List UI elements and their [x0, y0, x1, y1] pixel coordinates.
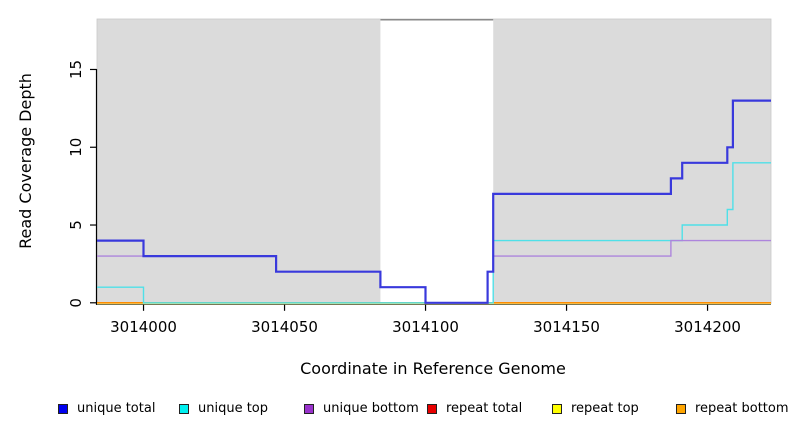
x-tick-label: 3014050 — [251, 318, 318, 336]
series-line-unique-top — [97, 162, 771, 304]
y-tick-label: 15 — [67, 60, 85, 79]
y-tick-label: 5 — [67, 220, 85, 230]
y-tick-label: 10 — [67, 138, 85, 157]
series-line-unique-total — [97, 99, 771, 304]
y-tick-label: 0 — [67, 298, 85, 308]
x-axis-title: Coordinate in Reference Genome — [300, 359, 566, 378]
uncovered-region — [380, 19, 494, 304]
y-axis-title: Read Coverage Depth — [16, 73, 35, 249]
x-tick-label: 3014100 — [392, 318, 459, 336]
x-tick-label: 3014200 — [674, 318, 741, 336]
x-tick-label: 3014000 — [110, 318, 177, 336]
x-axis-ticks: 3014000 3014050 3014100 3014150 3014200 — [110, 304, 741, 336]
x-tick-label: 3014150 — [533, 318, 600, 336]
y-axis-ticks: 0 5 10 15 — [67, 60, 97, 308]
series-lines — [97, 99, 771, 305]
